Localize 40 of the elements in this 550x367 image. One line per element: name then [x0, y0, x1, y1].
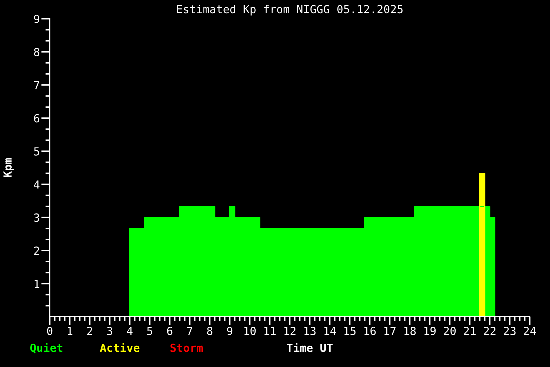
x-tick-label: 6: [167, 326, 173, 336]
x-tick-label: 24: [524, 326, 536, 336]
legend-label: Storm: [170, 344, 204, 352]
x-tick-label: 0: [47, 326, 53, 336]
text: Active: [100, 343, 140, 352]
x-tick-label: 8: [207, 326, 213, 336]
x-axis-title: Time UT: [287, 343, 333, 352]
x-tick-label: 2: [87, 326, 92, 336]
y-tick-label: 8: [34, 48, 40, 57]
x-tick-label: 3: [107, 326, 113, 336]
y-tick-label: 2: [34, 246, 40, 256]
x-tick-label: 20: [444, 326, 456, 336]
x-tick-label: 21: [464, 326, 476, 336]
y-tick-label: 5: [34, 148, 40, 156]
chart-title: Estimated Kp from NIGGG 05.12.2025: [177, 5, 403, 16]
y-tick-label: 9: [34, 15, 40, 24]
y-tick-label: 6: [34, 114, 40, 123]
x-tick-label: 4: [127, 327, 133, 336]
text: Quiet: [30, 343, 63, 354]
x-tick-label: 19: [424, 326, 436, 336]
y-axis-title: Kpm: [4, 158, 14, 178]
x-tick-label: 15: [344, 327, 356, 336]
x-tick-label: 23: [504, 326, 516, 336]
x-tick-label: 13: [304, 326, 316, 336]
x-tick-label: 1: [68, 327, 73, 336]
y-tick-label: 7: [34, 81, 40, 90]
x-tick-label: 12: [284, 326, 296, 336]
x-tick-label: 7: [187, 327, 193, 336]
y-tick-label: 4: [34, 180, 40, 189]
x-tick-label: 17: [384, 327, 396, 336]
x-tick-label: 14: [324, 327, 336, 336]
x-tick-label: 9: [227, 326, 233, 336]
y-tick-label: 3: [34, 214, 40, 222]
x-tick-label: 10: [244, 326, 256, 336]
x-tick-label: 18: [404, 326, 416, 336]
x-tick-label: 16: [364, 326, 376, 336]
x-tick-label: 11: [264, 327, 276, 336]
y-tick-label: 1: [34, 280, 40, 288]
x-tick-label: 5: [147, 327, 152, 336]
x-tick-label: 22: [484, 326, 496, 336]
